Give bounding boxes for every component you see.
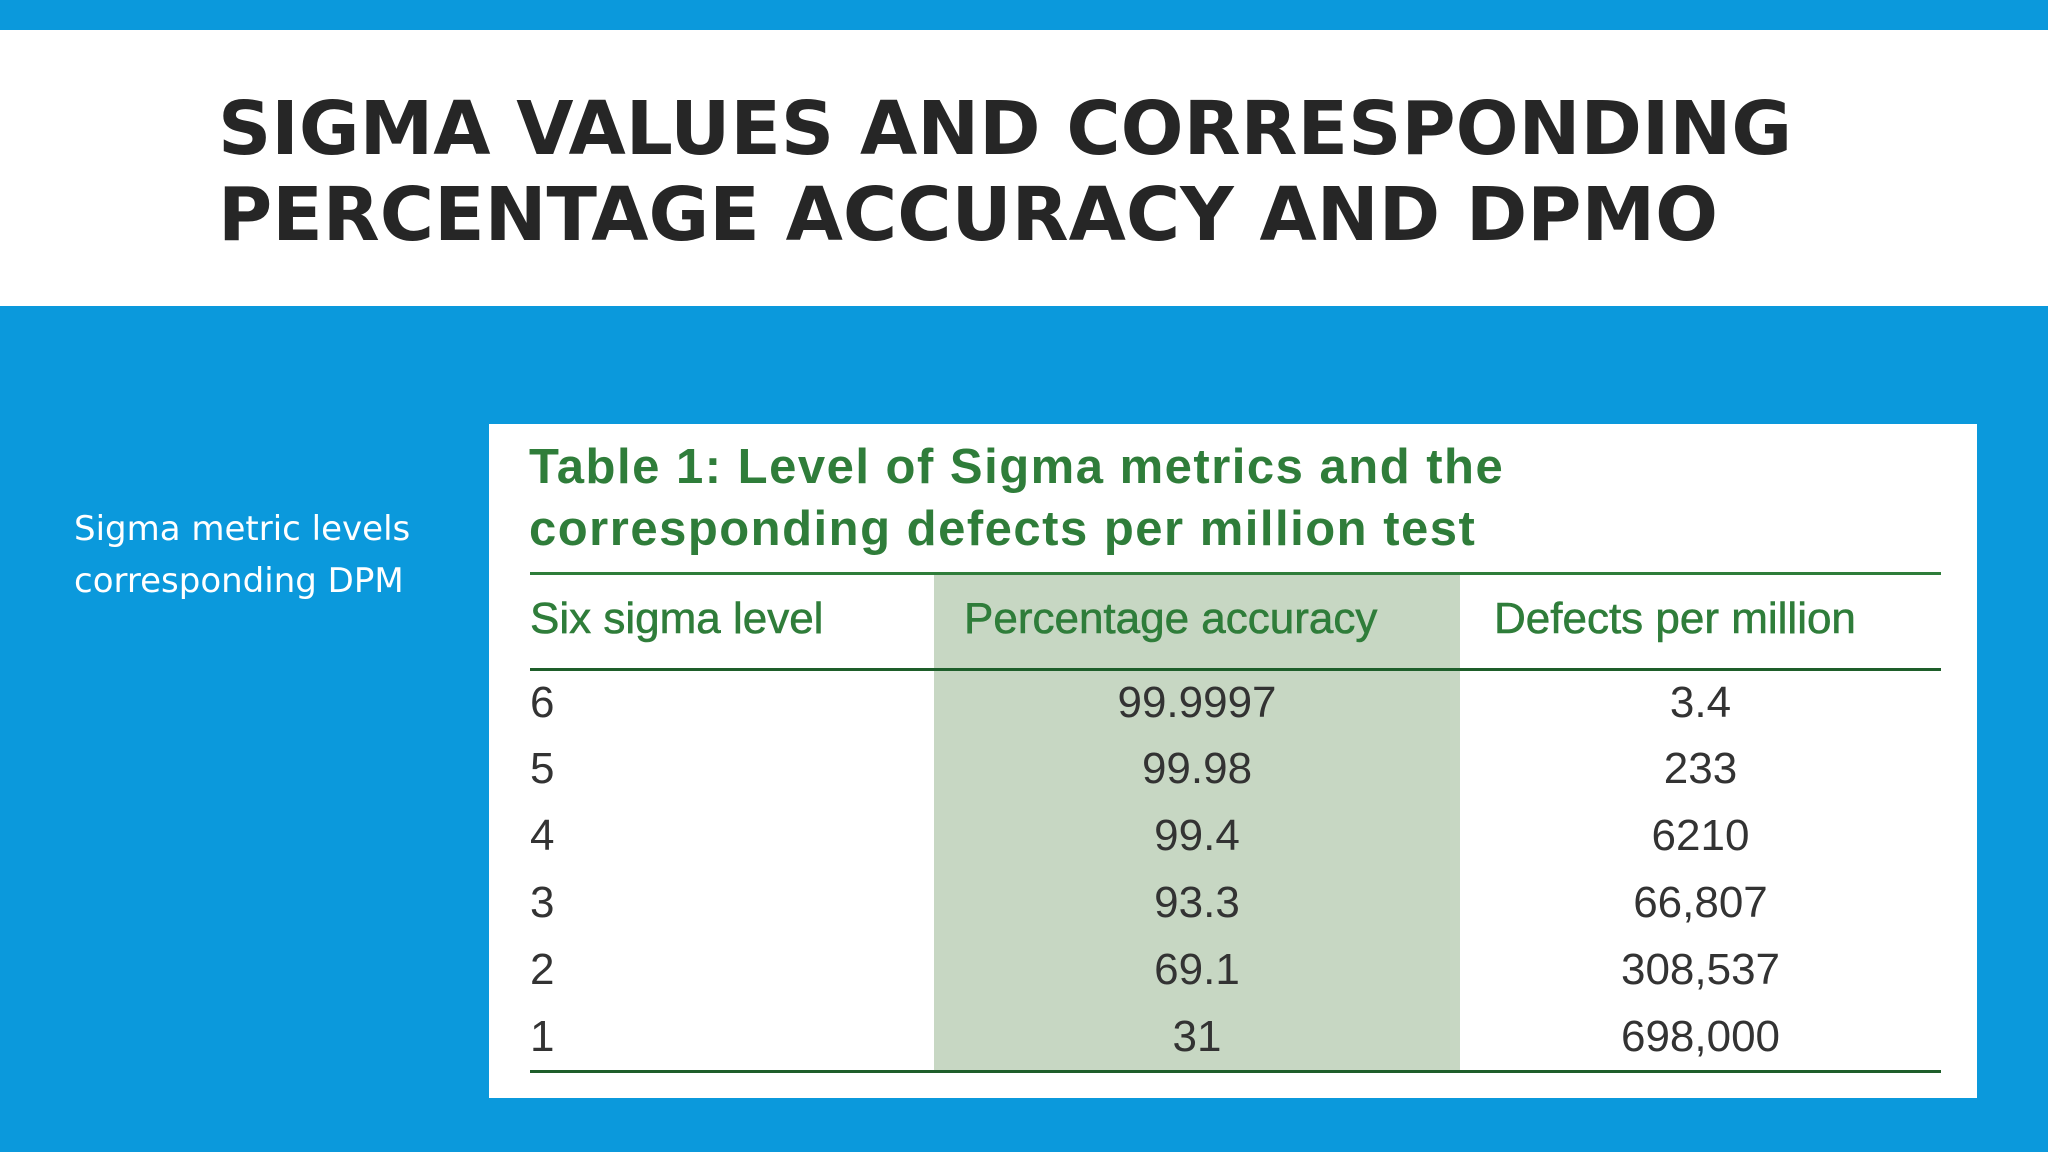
table-row: 1 31 698,000	[530, 1003, 1941, 1072]
cell-dpm: 233	[1663, 743, 1738, 793]
slide-title: SIGMA VALUES AND CORRESPONDING PERCENTAG…	[218, 86, 1978, 258]
cell-accuracy: 99.9997	[934, 669, 1460, 735]
cell-dpm: 308,537	[1620, 944, 1781, 994]
cell-accuracy: 93.3	[934, 869, 1460, 936]
table-row: 4 99.4 6210	[530, 802, 1941, 869]
table-caption-line: Table 1: Level of Sigma metrics and the	[529, 440, 1505, 494]
table-image: Table 1: Level of Sigma metrics and the …	[489, 424, 1977, 1098]
cell-accuracy: 99.98	[934, 735, 1460, 802]
slide-title-line: PERCENTAGE ACCURACY AND DPMO	[218, 172, 1719, 258]
cell-dpm: 6210	[1651, 810, 1750, 860]
cell-dpm: 66,807	[1633, 877, 1768, 927]
cell-dpm: 698,000	[1620, 1011, 1781, 1061]
cell-accuracy: 99.4	[934, 802, 1460, 869]
cell-level: 1	[530, 1011, 555, 1061]
table-row: 3 93.3 66,807	[530, 869, 1941, 936]
cell-level: 3	[530, 877, 555, 927]
cell-level: 5	[530, 743, 555, 793]
side-caption: Sigma metric levels corresponding DPM	[74, 503, 474, 607]
header-six-sigma-level: Six sigma level	[530, 593, 824, 643]
cell-dpm: 3.4	[1669, 678, 1732, 727]
header-defects-per-million: Defects per million	[1494, 593, 1857, 643]
cell-level: 2	[530, 944, 555, 994]
cell-accuracy: 69.1	[934, 936, 1460, 1003]
side-caption-line: Sigma metric levels	[74, 509, 411, 549]
table-row: 5 99.98 233	[530, 735, 1941, 802]
slide-title-line: SIGMA VALUES AND CORRESPONDING	[218, 86, 1793, 172]
sigma-table: Six sigma level Percentage accuracy Defe…	[530, 572, 1941, 1073]
table-row: 6 99.9997 3.4	[530, 669, 1941, 735]
cell-level: 4	[530, 810, 555, 860]
table-caption: Table 1: Level of Sigma metrics and the …	[529, 436, 1929, 560]
header-percentage-accuracy: Percentage accuracy	[934, 573, 1460, 670]
table-caption-line: corresponding defects per million test	[529, 502, 1477, 556]
table-row: 2 69.1 308,537	[530, 936, 1941, 1003]
title-band	[0, 30, 2048, 306]
cell-accuracy: 31	[934, 1003, 1460, 1072]
table-header-row: Six sigma level Percentage accuracy Defe…	[530, 573, 1941, 670]
side-caption-line: corresponding DPM	[74, 561, 404, 601]
cell-level: 6	[530, 678, 555, 727]
